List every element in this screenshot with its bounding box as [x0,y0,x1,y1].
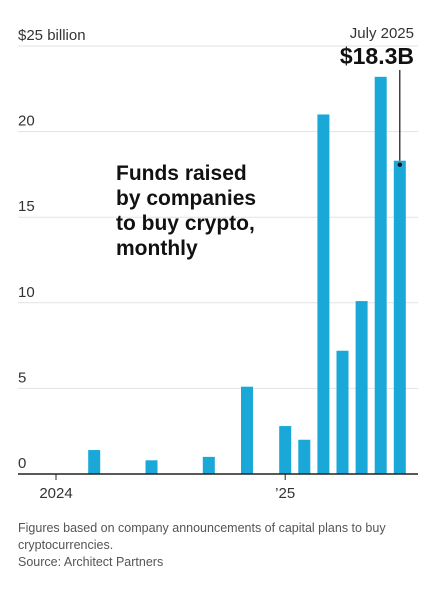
y-tick-label: 15 [18,198,35,215]
y-tick-label: 20 [18,113,35,130]
footnote-text-2: cryptocurrencies. [18,538,114,552]
y-tick-label: 0 [18,455,26,472]
chart-title-line: monthly [116,237,198,260]
y-tick-label: 5 [18,369,26,386]
bar [298,439,311,474]
chart-title-line: by companies [116,187,256,210]
annotation-value: $18.3B [340,43,414,69]
bar [279,426,292,474]
bar [241,386,253,474]
y-tick-label: 10 [18,284,35,301]
footnote-text-1: Figures based on company announcements o… [18,521,386,535]
bar-chart: 0 5 10 15 20 $25 billion 2024 ’25 Funds raisedby… [18,25,418,502]
footnote: Figures based on company announcements o… [18,520,428,571]
chart-title-line: Funds raised [116,162,247,185]
bar [393,160,406,475]
x-tick-label: ’25 [275,485,295,502]
y-tick-label: $25 billion [18,27,86,44]
annotation-date: July 2025 [350,25,414,42]
x-tick-label: 2024 [39,485,72,502]
source-note: Source: Architect Partners [18,555,164,569]
bar [374,76,387,474]
bar [145,460,158,474]
annotation-dot [397,162,402,167]
chart-title-line: to buy crypto, [116,212,255,235]
bar [88,450,101,474]
bar [355,301,368,474]
bar [317,114,330,474]
bar [336,350,349,474]
bar [202,456,215,474]
